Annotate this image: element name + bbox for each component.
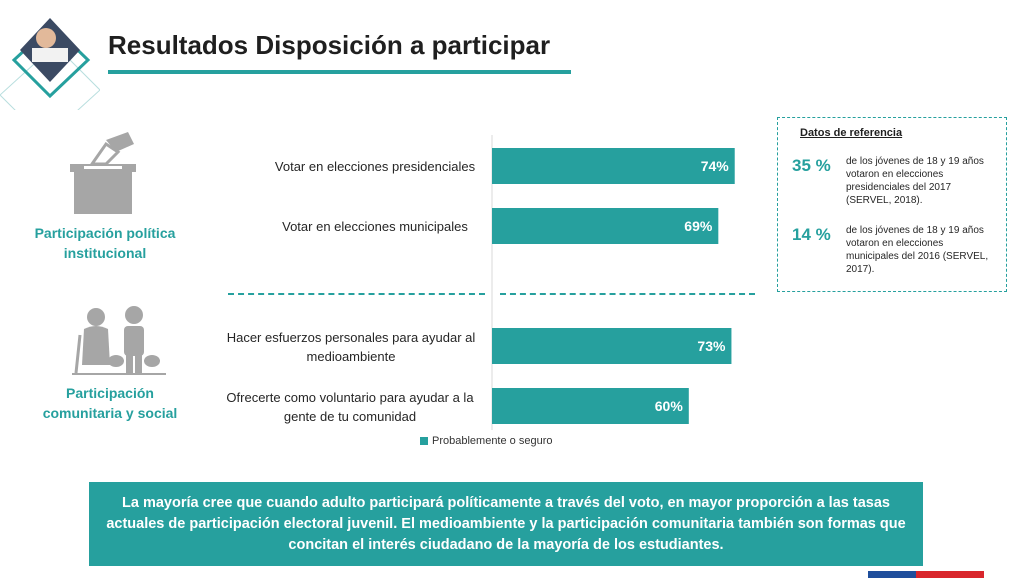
bar-category-label: Votar en elecciones municipales	[282, 219, 468, 234]
reference-text: de los jóvenes de 18 y 19 años votaron e…	[846, 156, 984, 206]
elderly-people-icon	[72, 306, 166, 375]
legend-swatch	[420, 437, 428, 445]
bar-category-label: Votar en elecciones presidenciales	[274, 159, 476, 174]
reference-title: Datos de referencia	[800, 127, 903, 139]
section-divider	[500, 293, 755, 295]
conclusion-banner: La mayoría cree que cuando adulto partic…	[89, 482, 923, 566]
legend-label: Probablemente o seguro	[432, 435, 553, 447]
category-label-community: Participación comunitaria y social	[42, 385, 178, 421]
reference-percent: 35 %	[792, 156, 831, 175]
bar	[492, 148, 735, 184]
reference-box: Datos de referencia 35 % de los jóvenes …	[777, 117, 1007, 292]
bar-category-label: Ofrecerte como voluntario para ayudar a …	[226, 390, 474, 424]
header-logo	[0, 18, 100, 110]
bar-value-label: 73%	[697, 338, 726, 354]
flag-blue-segment	[868, 571, 916, 578]
ballot-box-icon	[70, 132, 136, 214]
flag-stripe	[868, 571, 984, 578]
reference-text: de los jóvenes de 18 y 19 años votaron e…	[846, 225, 989, 275]
bar-value-label: 60%	[655, 398, 684, 414]
bar-category-label: Hacer esfuerzos personales para ayudar a…	[226, 330, 476, 364]
flag-red-segment	[916, 571, 984, 578]
bar-value-label: 69%	[684, 218, 713, 234]
category-label-political: Participación política institucional	[34, 225, 176, 261]
reference-percent: 14 %	[792, 225, 831, 244]
section-divider	[228, 293, 485, 295]
bar	[492, 328, 732, 364]
title-underline	[108, 70, 571, 74]
page-title: Resultados Disposición a participar	[108, 30, 551, 60]
bar	[492, 208, 719, 244]
bar	[492, 388, 689, 424]
bar-value-label: 74%	[701, 158, 730, 174]
chart-legend: Probablemente o seguro	[420, 435, 552, 447]
